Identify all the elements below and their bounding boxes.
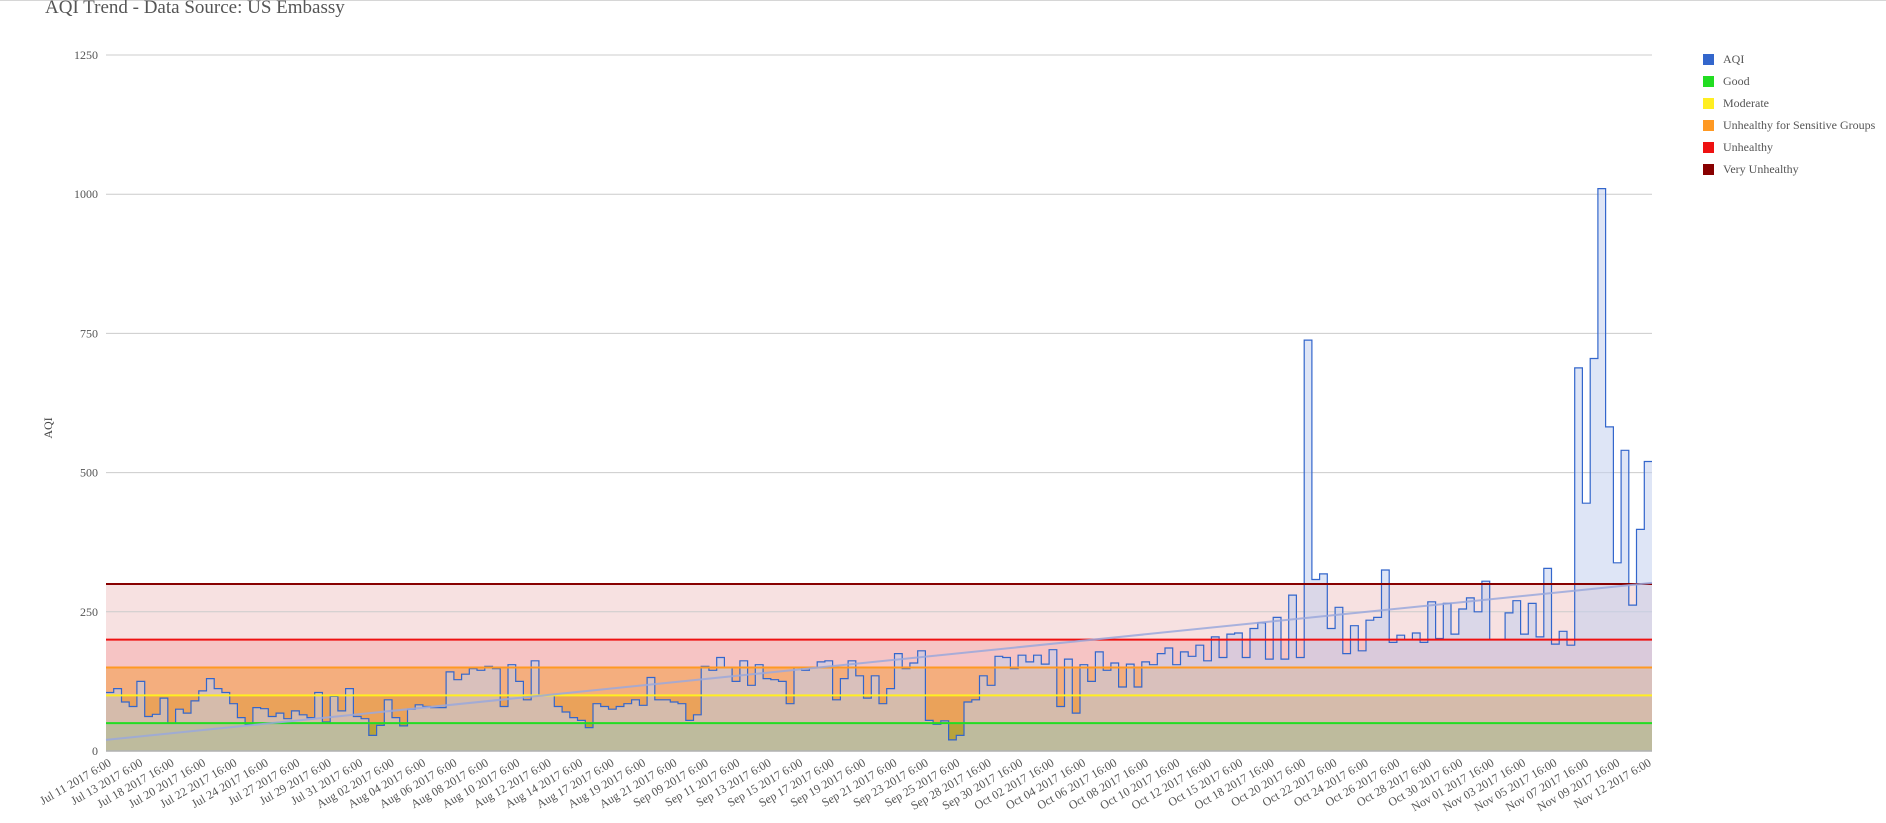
legend-item[interactable]: Unhealthy xyxy=(1703,136,1875,158)
legend-swatch xyxy=(1703,119,1714,131)
chart-title: AQI Trend - Data Source: US Embassy xyxy=(45,0,345,18)
legend-swatch xyxy=(1703,141,1714,153)
aqi-series-line xyxy=(106,188,1652,741)
legend-label: Moderate xyxy=(1723,95,1769,110)
legend-swatch xyxy=(1703,75,1714,87)
legend-swatch xyxy=(1703,163,1714,175)
legend-item[interactable]: Good xyxy=(1703,70,1875,92)
y-axis-label: AQI xyxy=(41,417,55,438)
legend-label: Unhealthy for Sensitive Groups xyxy=(1723,117,1876,132)
legend-label: AQI xyxy=(1723,51,1745,66)
legend-item[interactable]: Very Unhealthy xyxy=(1703,158,1875,180)
legend-item[interactable]: Unhealthy for Sensitive Groups xyxy=(1703,114,1875,136)
y-tick-label: 250 xyxy=(80,605,98,619)
legend-label: Very Unhealthy xyxy=(1723,161,1799,176)
legend-swatch xyxy=(1703,97,1714,109)
legend-label: Unhealthy xyxy=(1723,139,1773,154)
y-tick-label: 0 xyxy=(92,744,98,758)
top-border xyxy=(0,0,1886,1)
legend: AQI Good Moderate Unhealthy for Sensitive G… xyxy=(1703,48,1875,180)
legend-label: Good xyxy=(1723,73,1750,88)
y-tick-label: 1250 xyxy=(74,48,98,62)
trend-line xyxy=(105,581,1653,741)
threshold-lines xyxy=(106,582,1652,725)
legend-item[interactable]: Moderate xyxy=(1703,92,1875,114)
y-tick-label: 500 xyxy=(80,466,98,480)
y-tick-label: 1000 xyxy=(74,187,98,201)
trend-line-path xyxy=(105,581,1653,741)
y-axis-ticks: 0 250 500 750 1000 1250 xyxy=(74,48,98,758)
legend-item[interactable]: AQI xyxy=(1703,48,1875,70)
legend-swatch xyxy=(1703,53,1714,65)
y-tick-label: 750 xyxy=(80,326,98,340)
